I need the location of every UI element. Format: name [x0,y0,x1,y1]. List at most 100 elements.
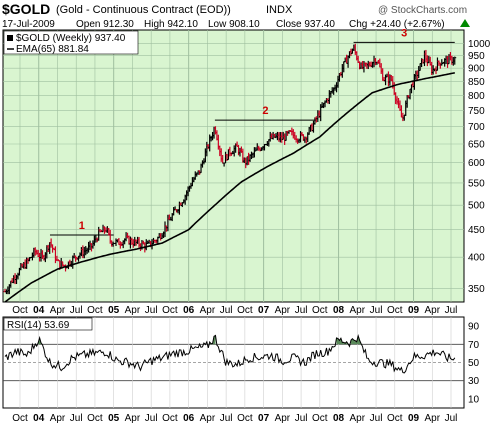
quote-high: High 942.10 [144,19,198,30]
price-x-tick-label: 09 [408,305,420,316]
price-y-tick-label: 750 [468,106,485,117]
rsi-x-tick-label: Oct [237,413,253,424]
rsi-x-tick-label: 09 [408,413,420,424]
ema-legend-label: EMA(65) 881.84 [16,44,89,55]
price-x-tick-label: 04 [33,305,45,316]
price-x-tick-label: Jul [220,305,233,316]
price-x-tick-label: Jul [145,305,158,316]
rsi-x-tick-label: Apr [275,413,291,424]
rsi-y-tick-label: 70 [468,340,480,351]
price-annotations: 1 2 3 [49,27,455,236]
rsi-x-tick-label: Apr [50,413,66,424]
rsi-x-tick-label: Apr [350,413,366,424]
rsi-x-axis: Oct 04 Apr Jul Oct 05 Apr Jul Oct 06 Apr Jul Oct 07 Ap… [12,413,457,424]
quote-close: Close 937.40 [276,19,335,30]
rsi-x-tick-label: Oct [312,413,328,424]
price-x-tick-label: Apr [424,305,440,316]
rsi-y-tick-label: 90 [468,322,480,333]
price-y-axis: 350 400 450 500 550 600 650 700 750 800 850 900 9501… [468,39,491,295]
rsi-x-tick-label: Apr [125,413,141,424]
price-x-tick-label: Apr [200,305,216,316]
rsi-x-tick-label: Jul [370,413,383,424]
price-y-tick-label: 450 [468,225,485,236]
price-legend-label: $GOLD (Weekly) 937.40 [16,33,126,44]
resistance-label: 1 [79,220,85,232]
price-y-tick-label: 500 [468,201,485,212]
rsi-x-tick-label: Oct [162,413,178,424]
price-y-tick-label: 350 [468,284,485,295]
price-x-tick-label: Oct [237,305,253,316]
price-x-tick-label: 08 [333,305,345,316]
price-x-tick-label: Oct [312,305,328,316]
price-x-tick-label: Jul [370,305,383,316]
price-bars [3,43,457,295]
ema-line [4,72,455,303]
quote-open: Open 912.30 [76,19,134,30]
rsi-x-tick-label: Jul [445,413,458,424]
price-y-tick-label: 550 [468,178,485,189]
price-x-tick-label: Jul [445,305,458,316]
resistance-label: 2 [262,105,268,117]
instrument-name: (Gold - Continuous Contract (EOD)) [56,4,231,16]
rsi-x-tick-label: Oct [387,413,403,424]
rsi-x-tick-label: 05 [108,413,120,424]
rsi-y-tick-label: 50 [468,358,480,369]
watermark: @ StockCharts.com [378,5,467,16]
rsi-legend-box [3,317,93,331]
price-x-tick-label: Apr [350,305,366,316]
rsi-extreme-fill [336,337,349,345]
price-legend-swatch [7,35,13,41]
rsi-x-tick-label: 04 [33,413,45,424]
price-y-tick-label: 800 [468,91,485,102]
price-x-tick-label: 07 [258,305,270,316]
rsi-y-axis: 10 30 50 70 90 [468,322,480,406]
rsi-grid [3,317,464,408]
price-x-tick-label: Jul [70,305,83,316]
price-x-tick-label: Apr [125,305,141,316]
price-x-tick-label: Oct [87,305,103,316]
rsi-x-tick-label: Oct [12,413,28,424]
symbol-title: $GOLD [2,1,50,17]
rsi-extreme-fill [38,337,41,345]
price-y-tick-label: 600 [468,158,485,169]
rsi-line [4,333,456,374]
rsi-y-tick-label: 10 [468,394,480,405]
price-y-tick-label: 400 [468,253,485,264]
price-y-tick-label: 1000 [468,39,491,50]
price-x-tick-label: Apr [50,305,66,316]
price-y-tick-label: 950 [468,51,485,62]
price-legend-box [3,30,139,55]
quote-date: 17-Jul-2009 [2,19,55,30]
triangle-up-icon [460,19,470,27]
rsi-x-tick-label: Apr [200,413,216,424]
price-y-tick-label: 900 [468,64,485,75]
rsi-x-tick-label: Apr [424,413,440,424]
rsi-legend-label: RSI(14) 53.69 [7,320,70,331]
price-x-tick-label: Oct [387,305,403,316]
quote-change: Chg +24.40 (+2.67%) [349,19,445,30]
rsi-x-tick-label: Jul [145,413,158,424]
price-y-tick-label: 650 [468,139,485,150]
price-y-tick-label: 700 [468,122,485,133]
rsi-x-tick-label: 07 [258,413,270,424]
price-x-tick-label: Jul [295,305,308,316]
price-x-tick-label: Oct [12,305,28,316]
rsi-x-tick-label: Jul [220,413,233,424]
rsi-x-tick-label: Jul [295,413,308,424]
price-y-tick-label: 850 [468,77,485,88]
price-x-tick-label: 06 [183,305,195,316]
rsi-y-tick-label: 30 [468,376,480,387]
quote-low: Low 908.10 [208,19,260,30]
price-x-axis: Oct 04 Apr Jul Oct 05 Apr Jul Oct 06 Apr Jul Oct 07 Ap… [12,305,457,316]
price-x-tick-label: Apr [275,305,291,316]
rsi-x-tick-label: Jul [70,413,83,424]
price-x-tick-label: Oct [162,305,178,316]
price-x-tick-label: 05 [108,305,120,316]
rsi-x-tick-label: Oct [87,413,103,424]
rsi-x-tick-label: 06 [183,413,195,424]
rsi-x-tick-label: 08 [333,413,345,424]
exchange-label: INDX [266,4,293,16]
resistance-label: 3 [401,27,407,39]
price-bar [453,56,457,65]
